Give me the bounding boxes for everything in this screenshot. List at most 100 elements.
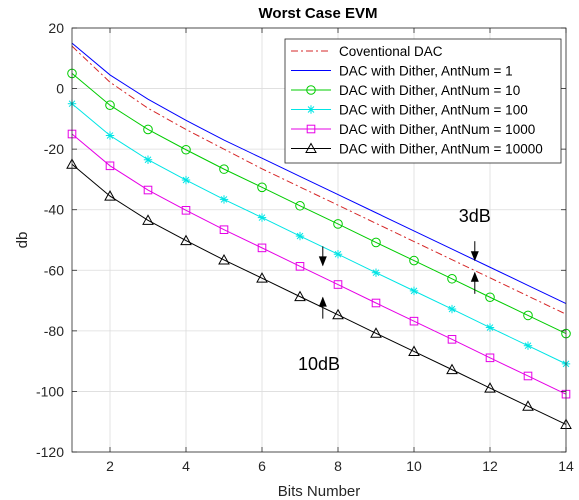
data-point-asterisk bbox=[143, 155, 153, 164]
series-line bbox=[71, 42, 567, 305]
series-6 bbox=[66, 158, 572, 429]
legend-box bbox=[284, 38, 562, 164]
data-point-square bbox=[105, 161, 115, 171]
data-point-square bbox=[257, 243, 267, 253]
legend-label: DAC with Dither, AntNum = 1000 bbox=[339, 122, 535, 137]
data-point-asterisk bbox=[333, 250, 343, 259]
y-tick-label: -80 bbox=[44, 323, 64, 339]
x-tick-label: 10 bbox=[406, 458, 422, 474]
data-point-asterisk bbox=[409, 286, 419, 296]
legend-label: DAC with Dither, AntNum = 10000 bbox=[339, 142, 543, 157]
legend-entry: DAC with Dither, AntNum = 100 bbox=[291, 103, 528, 118]
data-point-circle bbox=[181, 144, 191, 155]
data-point-circle bbox=[371, 237, 381, 248]
legend: Coventional DAC DAC with Dither, AntNum =… bbox=[284, 38, 562, 164]
data-point-asterisk bbox=[105, 131, 115, 140]
y-tick-label: -40 bbox=[44, 202, 64, 218]
annotation-10dB: 10dB bbox=[298, 246, 340, 374]
data-point-circle bbox=[333, 219, 343, 229]
data-point-circle bbox=[105, 100, 115, 111]
series-line bbox=[71, 133, 567, 395]
annotation-arrowhead-up bbox=[318, 296, 327, 307]
data-point-square bbox=[371, 298, 381, 308]
data-point-square bbox=[306, 124, 316, 134]
data-point-circle bbox=[257, 182, 267, 193]
annotation-arrowhead-up bbox=[470, 271, 479, 282]
annotation-label: 3dB bbox=[459, 206, 491, 226]
data-point-triangle bbox=[408, 345, 420, 356]
chart-title: Worst Case EVM bbox=[259, 5, 378, 22]
annotation-3dB: 3dB bbox=[459, 206, 491, 294]
data-point-triangle bbox=[104, 190, 116, 201]
data-point-square bbox=[143, 185, 153, 195]
y-tick-label: 20 bbox=[48, 20, 64, 36]
data-point-square bbox=[181, 206, 191, 215]
data-point-circle bbox=[485, 292, 495, 303]
series-5 bbox=[67, 129, 571, 399]
y-tick-label: -20 bbox=[44, 141, 64, 157]
data-point-circle bbox=[447, 273, 457, 284]
legend-entry: Coventional DAC bbox=[291, 44, 443, 59]
annotation-label: 10dB bbox=[298, 354, 340, 374]
legend-label: DAC with Dither, AntNum = 10 bbox=[339, 83, 520, 98]
data-point-square bbox=[409, 316, 419, 326]
data-point-circle bbox=[219, 164, 229, 174]
plot-frame bbox=[71, 27, 567, 453]
series-layer bbox=[66, 42, 572, 429]
data-point-asterisk bbox=[523, 341, 533, 350]
legend-entry: DAC with Dither, AntNum = 10000 bbox=[291, 142, 543, 157]
legend-label: DAC with Dither, AntNum = 1 bbox=[339, 64, 513, 79]
annotations: 3dB 10dB bbox=[298, 206, 491, 374]
y-axis-label: db bbox=[14, 232, 31, 249]
x-tick-label: 6 bbox=[258, 458, 266, 474]
data-point-triangle bbox=[142, 214, 154, 225]
x-tick-label: 4 bbox=[182, 458, 190, 474]
data-point-asterisk bbox=[306, 105, 316, 114]
legend-entry: DAC with Dither, AntNum = 1 bbox=[291, 64, 513, 79]
data-point-asterisk bbox=[485, 323, 495, 332]
data-point-triangle bbox=[294, 290, 306, 302]
series-line bbox=[71, 163, 567, 425]
data-point-asterisk bbox=[257, 213, 267, 222]
series-2 bbox=[71, 42, 567, 305]
series-line bbox=[71, 103, 567, 365]
data-point-triangle bbox=[484, 382, 496, 393]
data-point-asterisk bbox=[295, 231, 305, 241]
legend-label: Coventional DAC bbox=[339, 44, 443, 59]
y-tick-label: 0 bbox=[56, 81, 64, 97]
data-point-triangle bbox=[180, 234, 192, 246]
x-tick-label: 14 bbox=[558, 458, 574, 474]
data-point-square bbox=[333, 280, 343, 289]
data-point-circle bbox=[143, 124, 153, 135]
legend-entry: DAC with Dither, AntNum = 1000 bbox=[291, 122, 535, 137]
x-tick-label: 12 bbox=[482, 458, 498, 474]
legend-entry: DAC with Dither, AntNum = 10 bbox=[291, 83, 520, 98]
data-point-triangle bbox=[332, 308, 344, 320]
data-point-triangle bbox=[370, 327, 382, 338]
data-point-asterisk bbox=[371, 268, 381, 277]
x-axis-label: Bits Number bbox=[278, 483, 361, 500]
x-tick-label: 8 bbox=[334, 458, 342, 474]
data-point-triangle bbox=[522, 400, 534, 411]
axis-ticks: 2 4 6 8 10 12 14 -120 -100 -80 -60 -40 -20 0 20 bbox=[36, 20, 574, 474]
data-point-triangle bbox=[218, 253, 230, 265]
data-point-triangle bbox=[305, 142, 317, 153]
data-point-circle bbox=[295, 200, 305, 211]
legend-label: DAC with Dither, AntNum = 100 bbox=[339, 103, 528, 118]
data-point-square bbox=[447, 335, 457, 344]
data-point-triangle bbox=[256, 272, 268, 283]
annotation-arrowhead-down bbox=[470, 251, 479, 262]
data-point-circle bbox=[409, 255, 419, 266]
x-tick-label: 2 bbox=[106, 458, 114, 474]
data-point-triangle bbox=[446, 363, 458, 375]
y-tick-label: -60 bbox=[44, 262, 64, 278]
data-point-asterisk bbox=[181, 175, 191, 185]
data-point-square bbox=[523, 371, 533, 381]
y-tick-label: -100 bbox=[36, 383, 64, 399]
data-point-circle bbox=[306, 85, 316, 95]
data-point-square bbox=[219, 225, 229, 235]
data-point-square bbox=[485, 353, 495, 363]
y-tick-label: -120 bbox=[36, 444, 64, 460]
data-point-circle bbox=[523, 310, 533, 321]
